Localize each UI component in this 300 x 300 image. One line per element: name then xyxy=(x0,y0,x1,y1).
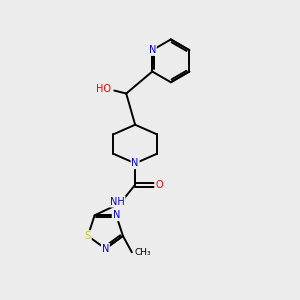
Text: S: S xyxy=(85,231,91,241)
Text: CH₃: CH₃ xyxy=(135,248,152,257)
Text: O: O xyxy=(155,180,163,190)
Text: N: N xyxy=(112,210,120,220)
Text: N: N xyxy=(102,244,109,254)
Text: N: N xyxy=(131,158,139,168)
Text: NH: NH xyxy=(110,197,125,207)
Text: HO: HO xyxy=(96,84,111,94)
Text: N: N xyxy=(148,45,156,55)
